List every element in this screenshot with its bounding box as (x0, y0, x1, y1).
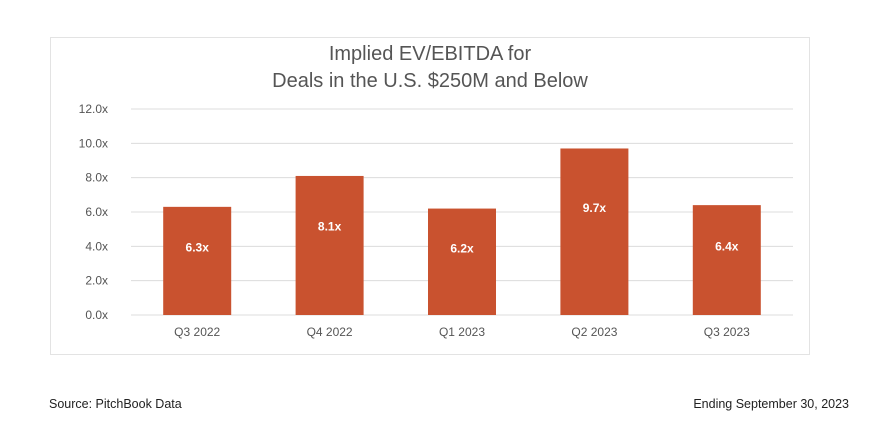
y-tick-label: 10.0x (79, 136, 108, 150)
y-tick-label: 0.0x (85, 308, 108, 322)
y-tick-label: 2.0x (85, 274, 108, 288)
x-tick-label: Q3 2023 (704, 325, 750, 339)
x-tick-label: Q1 2023 (439, 325, 485, 339)
data-label: 8.1x (318, 219, 342, 233)
data-label: 9.7x (583, 201, 607, 215)
y-tick-label: 8.0x (85, 171, 108, 185)
chart-title-line: Implied EV/EBITDA for (329, 43, 532, 65)
x-tick-label: Q2 2023 (571, 325, 617, 339)
bar (428, 208, 496, 315)
bar (295, 175, 364, 315)
bar (560, 148, 629, 315)
x-tick-label: Q3 2022 (174, 325, 220, 339)
y-tick-label: 6.0x (85, 205, 108, 219)
source-note: Source: PitchBook Data (49, 397, 182, 411)
bar (163, 206, 232, 315)
y-tick-label: 12.0x (79, 102, 108, 116)
y-tick-label: 4.0x (85, 239, 108, 253)
data-label: 6.2x (450, 242, 474, 256)
bar-chart: Implied EV/EBITDA for Deals in the U.S. $… (79, 43, 793, 339)
data-label: 6.4x (715, 239, 739, 253)
bar (692, 205, 761, 315)
chart-panel: Implied EV/EBITDA for Deals in the U.S. $… (50, 37, 810, 355)
x-tick-label: Q4 2022 (307, 325, 353, 339)
date-note: Ending September 30, 2023 (693, 397, 849, 411)
chart-title-line: Deals in the U.S. $250M and Below (272, 70, 588, 92)
data-label: 6.3x (186, 240, 210, 254)
